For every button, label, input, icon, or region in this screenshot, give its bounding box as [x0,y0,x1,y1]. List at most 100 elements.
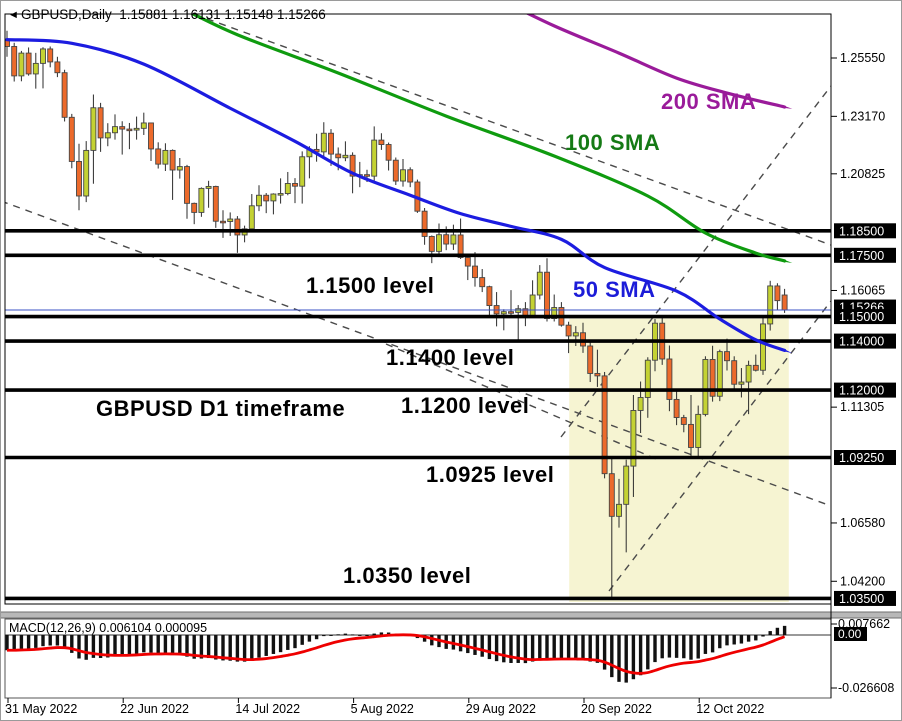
macd-bar [41,635,45,647]
macd-bar [739,635,744,644]
date-tick-label: 12 Oct 2022 [696,702,764,716]
macd-bar [458,635,463,652]
macd-bar [588,635,592,662]
macd-panel[interactable] [5,625,831,683]
trendline[interactable] [385,343,662,462]
macd-bar [617,635,621,682]
macd-bar [70,635,74,653]
bull-candle [176,166,183,171]
bear-candle [25,52,32,75]
date-tick-label: 5 Aug 2022 [351,702,414,716]
macd-bar [710,635,715,653]
main-price-panel[interactable] [1,1,831,602]
macd-bar [242,635,247,662]
trendline[interactable] [608,300,831,592]
macd-bar [754,635,758,641]
bear-candle [292,183,298,187]
panel-separator[interactable] [1,612,902,618]
level-badge-1.09250: 1.09250 [839,451,884,465]
macd-bar [271,635,276,654]
price-tick-label: 1.16065 [840,283,885,297]
bear-candle [443,234,450,245]
bear-candle [392,159,399,182]
macd-bar [264,635,268,656]
bull-candle [616,503,622,517]
bear-candle [724,351,730,362]
bear-candle [565,324,572,337]
annotation-50-sma[interactable]: 50 SMA [573,277,655,302]
bull-candle [630,410,637,467]
annotation-200-sma[interactable]: 200 SMA [661,89,756,114]
bear-candle [349,154,356,177]
macd-bar [91,635,96,658]
macd-bar [631,635,636,680]
macd-bar [134,635,139,654]
bear-candle [709,359,716,397]
trendline[interactable] [158,1,831,246]
bull-candle [83,149,90,197]
macd-bar [314,635,319,640]
macd-bar [761,635,765,637]
bear-candle [421,210,428,237]
dashed-trendlines[interactable] [1,1,831,592]
annotation-1-1400-level[interactable]: 1.1400 level [386,345,514,370]
macd-bar [775,627,780,635]
macd-bar [386,632,391,635]
bull-candle [702,359,709,415]
bull-candle [644,359,651,398]
sr-level-lines[interactable] [1,228,831,601]
date-tick-label: 14 Jul 2022 [235,702,300,716]
bear-candle [212,185,219,222]
bull-candle [270,193,277,202]
macd-bar [62,635,67,649]
macd-bar [149,635,153,653]
sma-100-line[interactable] [180,7,787,263]
chart-title-ohlc: GBPUSD,Daily 1.15881 1.16131 1.15148 1.1… [21,7,326,22]
price-tick-label: 1.25550 [840,51,885,65]
bear-candle [781,294,788,311]
macd-bar [602,635,607,670]
macd-bar [214,635,218,660]
annotation-1-1500-level[interactable]: 1.1500 level [306,273,434,298]
sma-200-line-arrow-icon [782,105,793,109]
trendline[interactable] [560,85,831,438]
annotation-1-0350-level[interactable]: 1.0350 level [343,563,471,588]
annotation-1-0925-level[interactable]: 1.0925 level [426,462,554,487]
level-badge-1.17500-bg [834,247,896,263]
macd-bar [768,631,772,635]
level-badge-1.12000-bg [834,382,896,398]
sma-200-line[interactable] [497,1,787,109]
bear-candle [335,153,342,159]
bull-candle [40,48,46,64]
macd-bar [127,635,132,655]
trendline[interactable] [1,201,831,507]
annotation-gbpusd-d1-timeframe[interactable]: GBPUSD D1 timeframe [96,396,345,421]
macd-bar [199,635,204,659]
macd-bar [34,635,38,648]
macd-bar [509,635,513,663]
bull-candle [32,62,39,75]
bull-candle [198,187,205,213]
bull-candle [515,308,522,313]
sma-50-line[interactable] [5,38,787,353]
macd-bar [98,635,103,658]
macd-bar [343,633,348,635]
bear-candle [169,149,176,171]
annotation-1-1200-level[interactable]: 1.1200 level [401,393,529,418]
bull-candle [436,234,442,252]
bull-candle [162,149,169,165]
bear-candle [544,271,550,319]
macd-bar [530,635,535,662]
macd-bar [185,635,189,657]
bear-candle [508,311,514,314]
price-tick-label: 1.04200 [840,574,885,588]
bear-candle [378,139,385,145]
macd-bar [660,635,664,659]
annotation-100-sma[interactable]: 100 SMA [565,130,660,155]
macd-bar [84,635,88,660]
macd-bar [624,635,628,683]
bear-candle [666,358,673,400]
